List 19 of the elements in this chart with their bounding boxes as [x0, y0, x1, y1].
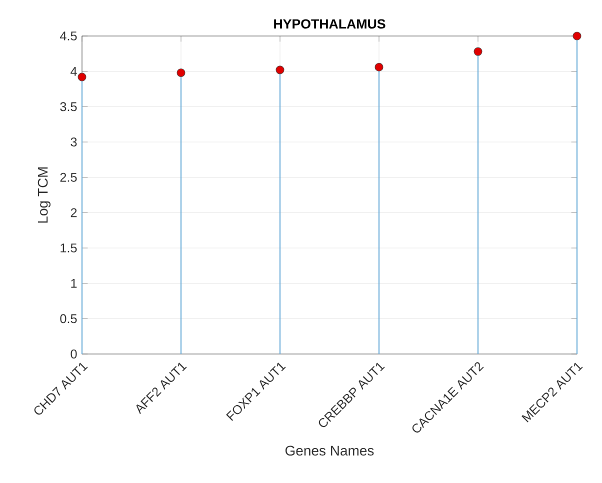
y-tick-label: 4 — [70, 66, 77, 76]
point — [176, 68, 186, 78]
point — [572, 32, 582, 40]
y-tick-label: 2 — [70, 208, 77, 218]
point — [276, 66, 284, 74]
point — [474, 47, 482, 56]
y-tick-label: 1.5 — [60, 244, 77, 252]
y-tick-label: 4.5 — [60, 32, 77, 40]
point — [78, 72, 86, 82]
chart-title: HYPOTHALAMUS — [274, 19, 386, 29]
x-axis-title: Genes Names — [285, 446, 374, 456]
y-tick-label: 3 — [70, 138, 77, 146]
y-tick-label: 0 — [70, 350, 77, 358]
y-tick-label: 3.5 — [60, 102, 77, 112]
y-tick-label: 2.5 — [60, 172, 77, 182]
y-axis-title: Log TCM — [38, 167, 51, 223]
point — [374, 62, 384, 72]
y-tick-label: 1 — [71, 278, 77, 288]
y-tick-label: 0.5 — [60, 314, 77, 324]
